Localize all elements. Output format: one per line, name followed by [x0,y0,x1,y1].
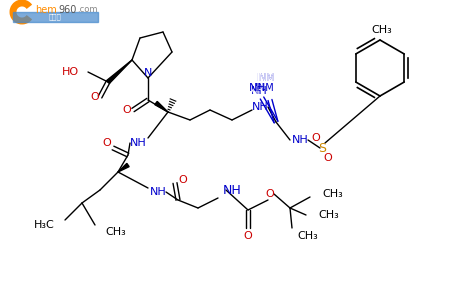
Text: O: O [265,189,274,199]
Bar [13,12,98,22]
Text: O: O [324,153,332,163]
Text: NH: NH [292,135,309,145]
Text: CH₃: CH₃ [105,227,126,237]
Polygon shape [118,163,129,172]
Text: CH₃: CH₃ [318,210,339,220]
Polygon shape [107,60,132,84]
Text: .com: .com [77,6,98,14]
Text: NH: NH [129,138,146,148]
Text: hem: hem [35,5,57,15]
Polygon shape [155,101,168,112]
Text: NH: NH [150,187,166,197]
Text: NH: NH [223,183,242,197]
Text: O: O [123,105,131,115]
Text: NH: NH [248,86,265,96]
Text: O: O [311,133,320,143]
Text: NH: NH [252,102,268,112]
Text: INM: INM [255,73,274,83]
Text: O: O [91,92,100,102]
Text: 化工网: 化工网 [49,14,61,20]
Text: S: S [318,142,326,154]
Text: CH₃: CH₃ [322,189,343,199]
Text: NH: NH [251,86,268,96]
Text: CH₃: CH₃ [372,25,392,35]
Text: O: O [179,175,187,185]
Text: CH₃: CH₃ [297,231,318,241]
Text: NH: NH [249,83,265,93]
Text: O: O [244,231,252,241]
Text: 960: 960 [58,5,76,15]
Text: INM: INM [255,73,274,83]
Text: INM: INM [255,83,273,93]
Text: O: O [103,138,111,148]
Text: H₃C: H₃C [34,220,55,230]
Text: N: N [144,68,152,78]
Text: HO: HO [62,67,79,77]
